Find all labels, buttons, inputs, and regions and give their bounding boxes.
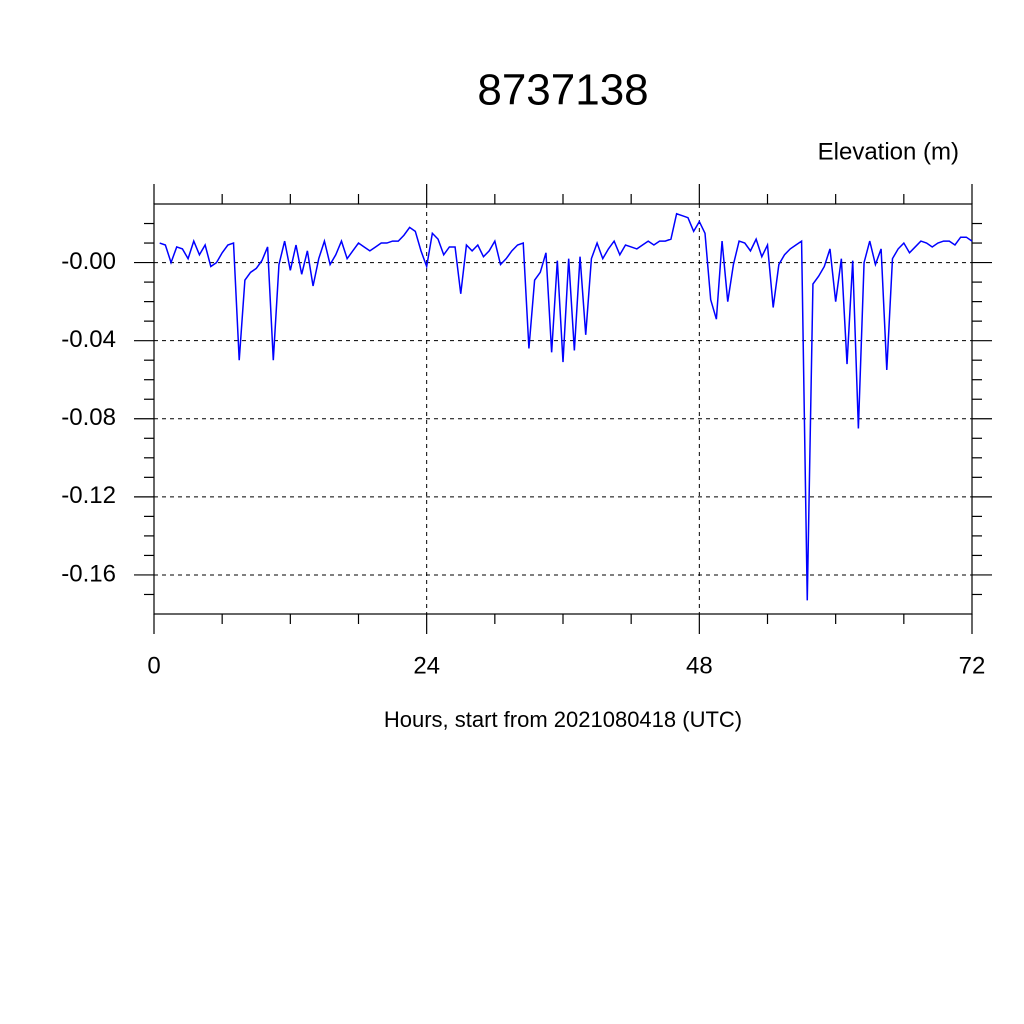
x-tick-label: 48: [686, 652, 713, 679]
x-axis-label: Hours, start from 2021080418 (UTC): [384, 707, 742, 732]
chart-subtitle: Elevation (m): [818, 138, 959, 165]
chart-title: 8737138: [477, 66, 648, 115]
y-tick-label: -0.00: [61, 248, 116, 275]
x-tick-label: 24: [413, 652, 440, 679]
y-tick-label: -0.08: [61, 404, 116, 431]
y-tick-label: -0.12: [61, 482, 116, 509]
plot-frame: [153, 203, 973, 615]
x-tick-label: 0: [147, 652, 160, 679]
y-tick-label: -0.04: [61, 326, 116, 353]
x-tick-label: 72: [959, 652, 986, 679]
y-tick-label: -0.16: [61, 560, 116, 587]
data-line: [159, 212, 973, 601]
